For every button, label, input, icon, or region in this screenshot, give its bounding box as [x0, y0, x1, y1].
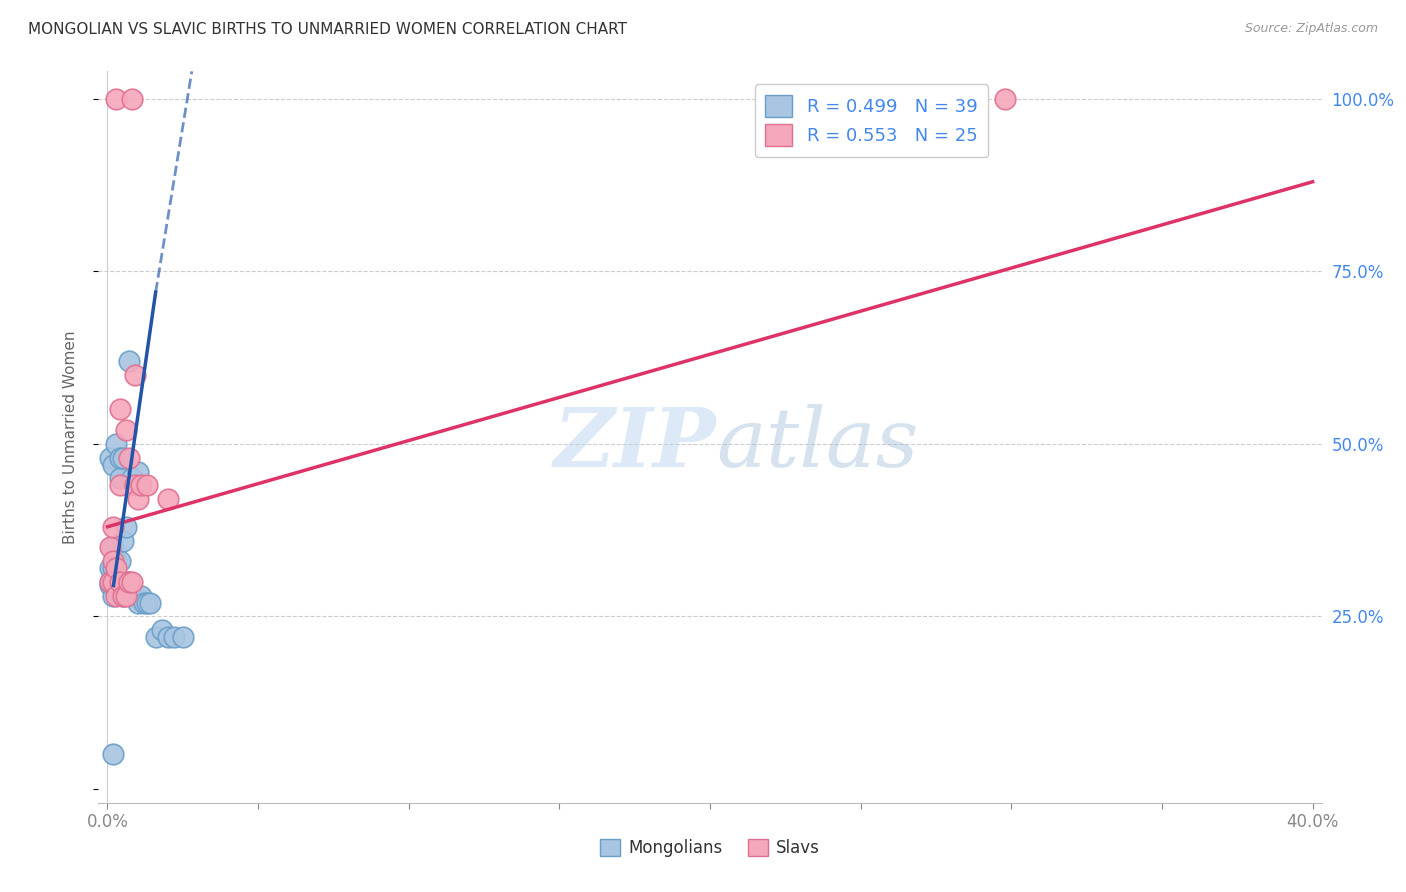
- Point: [132, 596, 155, 610]
- Point: [105, 568, 128, 582]
- Point: [172, 630, 194, 644]
- Text: ZIP: ZIP: [554, 404, 716, 484]
- Point: [103, 747, 125, 762]
- Point: [124, 478, 146, 492]
- Y-axis label: Births to Unmarried Women: Births to Unmarried Women: [63, 330, 77, 544]
- Text: Source: ZipAtlas.com: Source: ZipAtlas.com: [1244, 22, 1378, 36]
- Point: [121, 471, 143, 485]
- Point: [108, 471, 131, 485]
- Point: [145, 630, 167, 644]
- Point: [156, 492, 179, 507]
- Point: [114, 574, 136, 589]
- Point: [103, 574, 125, 589]
- Point: [127, 596, 149, 610]
- Point: [111, 533, 134, 548]
- Point: [117, 574, 139, 589]
- Point: [117, 450, 139, 465]
- Point: [103, 589, 125, 603]
- Point: [138, 596, 160, 610]
- Point: [127, 465, 149, 479]
- Point: [129, 478, 152, 492]
- Point: [163, 630, 186, 644]
- Point: [100, 574, 122, 589]
- Point: [108, 478, 131, 492]
- Point: [100, 574, 122, 589]
- Point: [111, 589, 134, 603]
- Point: [121, 589, 143, 603]
- Point: [114, 589, 136, 603]
- Point: [135, 478, 157, 492]
- Point: [105, 589, 128, 603]
- Point: [103, 574, 125, 589]
- Point: [103, 541, 125, 555]
- Legend: Mongolians, Slavs: Mongolians, Slavs: [593, 832, 827, 864]
- Point: [105, 561, 128, 575]
- Point: [127, 492, 149, 507]
- Point: [121, 92, 143, 106]
- Point: [124, 368, 146, 382]
- Point: [156, 630, 179, 644]
- Point: [100, 541, 122, 555]
- Point: [117, 574, 139, 589]
- Point: [111, 589, 134, 603]
- Point: [100, 450, 122, 465]
- Point: [124, 589, 146, 603]
- Point: [105, 437, 128, 451]
- Point: [108, 554, 131, 568]
- Point: [105, 554, 128, 568]
- Point: [135, 596, 157, 610]
- Point: [108, 574, 131, 589]
- Point: [103, 561, 125, 575]
- Point: [114, 520, 136, 534]
- Point: [100, 578, 122, 592]
- Point: [100, 561, 122, 575]
- Point: [108, 574, 131, 589]
- Point: [117, 354, 139, 368]
- Point: [105, 582, 128, 596]
- Point: [121, 574, 143, 589]
- Point: [108, 450, 131, 465]
- Point: [108, 402, 131, 417]
- Point: [103, 458, 125, 472]
- Text: MONGOLIAN VS SLAVIC BIRTHS TO UNMARRIED WOMEN CORRELATION CHART: MONGOLIAN VS SLAVIC BIRTHS TO UNMARRIED …: [28, 22, 627, 37]
- Point: [114, 423, 136, 437]
- Point: [105, 92, 128, 106]
- Point: [994, 92, 1017, 106]
- Point: [103, 554, 125, 568]
- Text: atlas: atlas: [716, 404, 918, 484]
- Point: [103, 520, 125, 534]
- Point: [111, 450, 134, 465]
- Point: [150, 624, 173, 638]
- Point: [129, 589, 152, 603]
